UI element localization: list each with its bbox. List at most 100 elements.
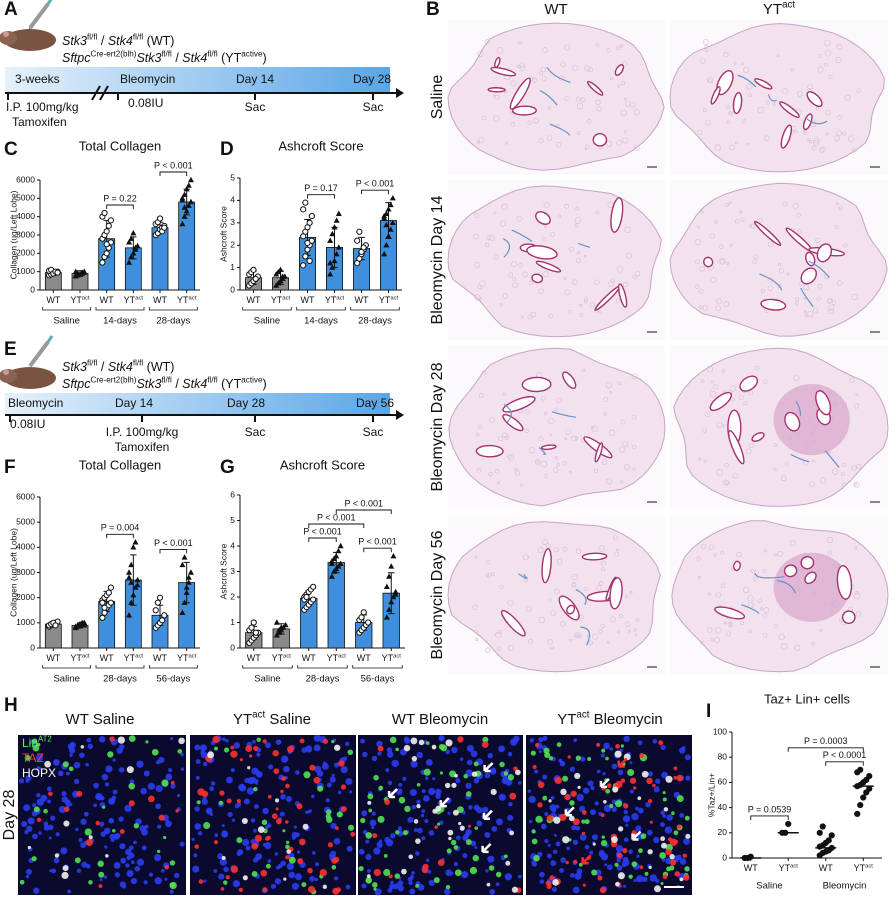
lung-section	[447, 22, 665, 171]
cell	[256, 752, 261, 757]
cell	[473, 804, 480, 811]
cell	[361, 883, 367, 889]
group-bracket	[350, 307, 400, 311]
data-point	[181, 213, 188, 219]
cell	[457, 736, 464, 743]
x-tick-label: YTact	[382, 653, 402, 663]
cell	[143, 770, 150, 777]
cell	[36, 817, 42, 823]
group-label: 28-days	[358, 316, 392, 327]
alveolar-texture	[828, 74, 833, 80]
cell	[623, 809, 629, 815]
alveolar-texture	[485, 647, 491, 653]
cell	[252, 857, 259, 863]
cell	[416, 782, 421, 787]
cell	[88, 835, 93, 840]
cell	[97, 860, 104, 867]
cell	[655, 878, 660, 883]
alveolar-texture	[729, 621, 732, 625]
collagen-stain	[759, 273, 783, 291]
data-point	[866, 785, 873, 792]
cell	[280, 793, 286, 800]
cell	[252, 739, 256, 744]
airway	[714, 606, 746, 620]
cell	[33, 887, 40, 894]
cell	[607, 864, 613, 871]
cell	[455, 835, 461, 841]
cell	[119, 843, 126, 850]
cell	[25, 874, 30, 879]
p-value: P < 0.001	[154, 160, 193, 170]
arrow	[581, 854, 592, 865]
alveolar-texture	[712, 384, 719, 390]
group-bracket	[297, 665, 348, 669]
alveolar-texture	[526, 605, 532, 612]
cell	[535, 815, 543, 823]
alveolar-texture	[750, 569, 755, 573]
y-tick-label: 40	[718, 802, 728, 812]
y-tick-label: 4	[230, 540, 235, 550]
cell	[32, 744, 40, 752]
alveolar-texture	[697, 129, 703, 135]
alveolar-texture	[833, 135, 840, 142]
text-segment: act	[393, 653, 401, 659]
alveolar-texture	[842, 482, 847, 487]
alveolar-texture	[705, 120, 711, 126]
cell	[250, 818, 256, 823]
data-point	[128, 253, 135, 260]
alveolar-texture	[608, 281, 614, 287]
cell	[671, 811, 675, 815]
cell	[652, 738, 658, 744]
alveolar-texture	[475, 432, 480, 437]
text-segment: YT	[272, 653, 284, 663]
cell	[454, 773, 458, 778]
alveolar-texture	[550, 610, 557, 617]
text-segment: act	[338, 653, 346, 659]
y-tick-label: 0	[230, 284, 235, 294]
cell	[307, 885, 316, 893]
alveolar-texture	[623, 464, 631, 471]
cell	[660, 810, 665, 815]
cell	[637, 740, 643, 746]
cell	[673, 766, 678, 771]
cell	[544, 811, 549, 817]
cell	[576, 793, 584, 802]
alveolar-texture	[695, 284, 700, 289]
micrograph	[447, 515, 665, 675]
cell	[416, 799, 421, 804]
data-point	[128, 235, 135, 241]
cell	[600, 813, 605, 818]
cell	[207, 751, 215, 759]
data-point	[183, 185, 190, 192]
alveolar-texture	[538, 436, 544, 442]
text-segment: Cre-ert2(blh)	[91, 49, 137, 58]
cell	[397, 880, 404, 886]
cell	[307, 867, 313, 874]
group-label: Saline	[254, 674, 280, 685]
alveolar-texture	[511, 261, 517, 267]
y-tick-label: 6	[230, 489, 235, 499]
airway	[815, 390, 832, 416]
cell	[256, 737, 261, 742]
alveolar-texture	[474, 213, 480, 219]
cell	[592, 842, 596, 846]
alveolar-texture	[855, 590, 859, 595]
cell	[416, 803, 421, 809]
cell	[635, 825, 642, 832]
data-point	[248, 624, 255, 631]
alveolar-texture	[700, 210, 704, 214]
alveolar-texture	[842, 463, 847, 467]
cell	[565, 860, 569, 865]
fibrotic-area	[773, 383, 850, 456]
airway	[800, 555, 815, 570]
micrograph	[447, 180, 665, 340]
data-point	[159, 617, 166, 624]
timeline-label: 3-weeks	[15, 72, 60, 86]
cell	[582, 810, 587, 815]
text-segment: WT	[153, 653, 167, 663]
text-segment: WT	[46, 653, 60, 663]
alveolar-texture	[582, 368, 586, 372]
group-bracket	[242, 665, 293, 669]
alveolar-texture	[763, 379, 768, 385]
